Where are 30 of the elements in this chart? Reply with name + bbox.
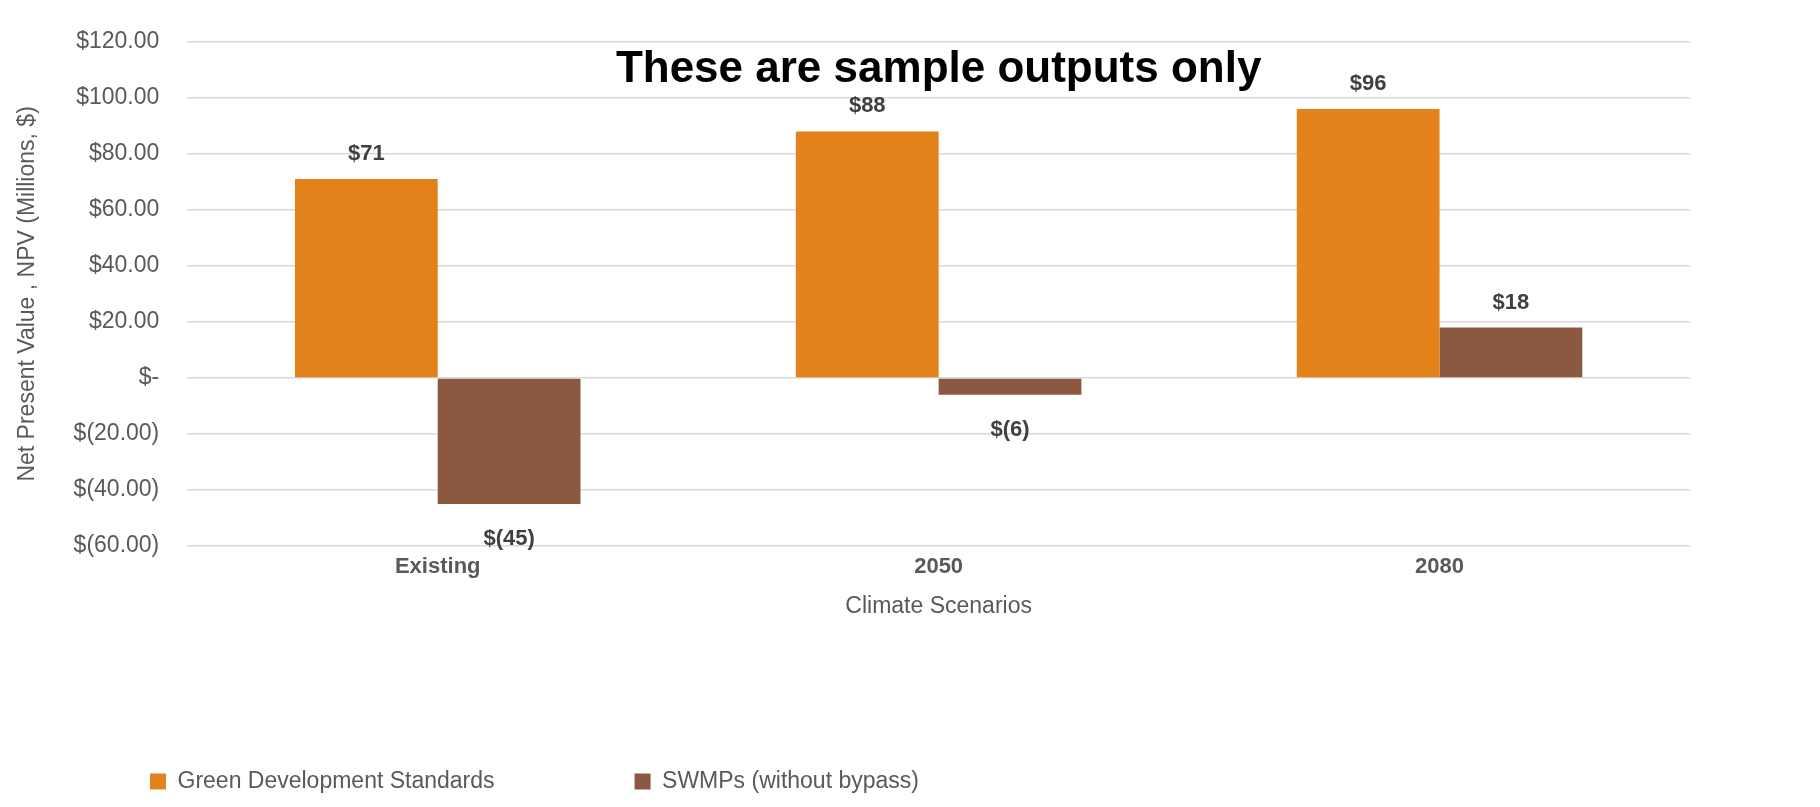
y-tick-label: $(60.00) bbox=[73, 531, 160, 558]
data-label: $(45) bbox=[483, 525, 535, 551]
data-label: $18 bbox=[1492, 288, 1530, 314]
bar bbox=[938, 378, 1082, 395]
y-tick-label: $20.00 bbox=[88, 307, 160, 334]
y-tick-label: $- bbox=[138, 363, 160, 390]
y-tick-label: $120.00 bbox=[76, 27, 160, 54]
chart-title: These are sample outputs only bbox=[615, 41, 1262, 91]
legend-label: Green Development Standards bbox=[177, 766, 495, 793]
x-tick-label: 2080 bbox=[1415, 553, 1465, 579]
data-label: $96 bbox=[1349, 70, 1387, 96]
bar bbox=[795, 131, 939, 378]
x-tick-label: Existing bbox=[394, 553, 481, 579]
y-tick-label: $80.00 bbox=[88, 139, 160, 166]
y-tick-label: $(20.00) bbox=[73, 419, 160, 446]
legend-label: SWMPs (without bypass) bbox=[662, 766, 919, 793]
data-label: $88 bbox=[848, 92, 886, 118]
y-tick-label: $60.00 bbox=[88, 195, 160, 222]
bar bbox=[1439, 327, 1583, 378]
y-axis-title: Net Present Value , NPV (Millions, $) bbox=[13, 106, 40, 482]
data-label: $(6) bbox=[990, 415, 1030, 441]
y-tick-label: $40.00 bbox=[88, 251, 160, 278]
x-axis-title: Climate Scenarios bbox=[845, 591, 1032, 618]
bar bbox=[294, 179, 438, 378]
bar bbox=[1296, 109, 1440, 378]
bar bbox=[437, 378, 581, 504]
data-label: $71 bbox=[347, 140, 385, 166]
y-tick-label: $100.00 bbox=[76, 83, 160, 110]
y-tick-label: $(40.00) bbox=[73, 475, 160, 502]
x-tick-label: 2050 bbox=[914, 553, 964, 579]
